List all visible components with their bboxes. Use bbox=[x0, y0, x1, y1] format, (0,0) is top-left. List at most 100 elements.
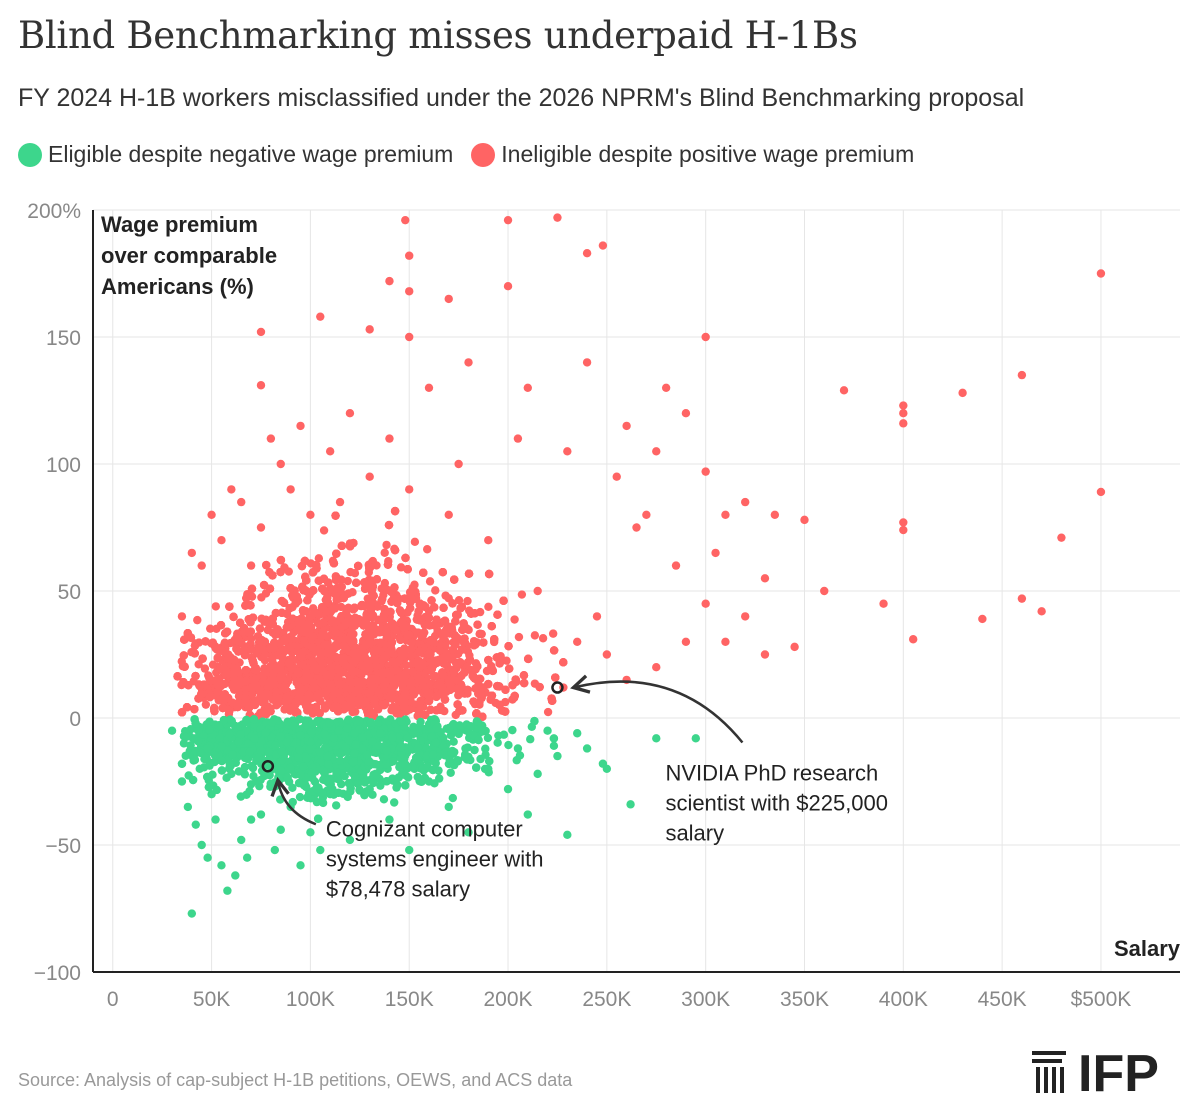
point-ineligible-cloud bbox=[179, 651, 189, 660]
point-ineligible-cloud bbox=[486, 695, 495, 704]
point-ineligible-cloud bbox=[190, 649, 199, 658]
point-ineligible-cloud bbox=[383, 560, 393, 569]
point-ineligible-cloud bbox=[454, 596, 464, 605]
point-ineligible-cloud bbox=[331, 511, 340, 520]
point-ineligible-cloud bbox=[191, 671, 200, 681]
point-ineligible-cloud bbox=[200, 664, 210, 673]
point-ineligible-cloud bbox=[257, 593, 266, 602]
point-ineligible-cloud bbox=[260, 656, 270, 665]
legend-swatch-ineligible bbox=[471, 142, 496, 167]
point-ineligible-cloud bbox=[488, 666, 498, 676]
point-ineligible-cloud bbox=[246, 627, 255, 636]
point-ineligible-cloud bbox=[319, 574, 329, 583]
point-ineligible-cloud bbox=[319, 526, 329, 535]
point-ineligible-cloud bbox=[424, 613, 434, 623]
point-ineligible-cloud bbox=[463, 596, 472, 606]
point-ineligible-cloud bbox=[190, 641, 200, 650]
point-ineligible-cloud bbox=[429, 638, 439, 647]
point-ineligible-cloud bbox=[519, 671, 529, 680]
point-ineligible-cloud bbox=[235, 618, 245, 628]
point-ineligible-cloud bbox=[548, 629, 558, 638]
point-ineligible-cloud bbox=[193, 615, 202, 625]
point-ineligible-cloud bbox=[530, 631, 540, 640]
point-ineligible-cloud bbox=[308, 568, 318, 577]
point-ineligible-cloud bbox=[212, 675, 221, 685]
point-ineligible-cloud bbox=[453, 700, 462, 709]
point-ineligible-cloud bbox=[337, 541, 347, 551]
point-ineligible-cloud bbox=[336, 575, 346, 585]
point-ineligible-cloud bbox=[213, 653, 222, 663]
point-ineligible-cloud bbox=[321, 595, 331, 605]
point-ineligible-cloud bbox=[479, 638, 488, 647]
point-ineligible-cloud bbox=[465, 655, 475, 664]
point-ineligible-cloud bbox=[510, 691, 519, 701]
point-ineligible-cloud bbox=[427, 596, 436, 605]
point-ineligible-cloud bbox=[401, 553, 410, 563]
point-ineligible-cloud bbox=[414, 657, 424, 666]
point-ineligible-cloud bbox=[365, 563, 374, 573]
point-ineligible-cloud bbox=[230, 635, 239, 645]
point-ineligible-cloud bbox=[381, 699, 390, 709]
point-ineligible-cloud bbox=[487, 621, 496, 631]
point-ineligible-cloud bbox=[484, 655, 493, 665]
point-ineligible-cloud bbox=[201, 700, 211, 709]
point-ineligible-cloud bbox=[311, 560, 321, 570]
point-ineligible-cloud bbox=[504, 664, 514, 673]
point-ineligible-cloud bbox=[284, 567, 293, 576]
point-ineligible-cloud bbox=[319, 618, 328, 627]
point-ineligible-cloud bbox=[514, 632, 524, 642]
point-ineligible-cloud bbox=[344, 589, 353, 598]
point-ineligible-cloud bbox=[303, 596, 312, 605]
point-ineligible-cloud bbox=[543, 707, 553, 717]
legend-label-ineligible: Ineligible despite positive wage premium bbox=[501, 141, 915, 167]
point-ineligible-cloud bbox=[216, 620, 226, 630]
point-ineligible-cloud bbox=[380, 548, 389, 557]
point-ineligible-cloud bbox=[403, 565, 412, 574]
point-ineligible-cloud bbox=[490, 635, 499, 644]
point-ineligible-cloud bbox=[272, 662, 281, 672]
point-ineligible-cloud bbox=[195, 681, 205, 691]
point-ineligible-cloud bbox=[551, 673, 560, 682]
point-ineligible-cloud bbox=[538, 634, 548, 643]
point-ineligible-cloud bbox=[286, 583, 295, 593]
point-ineligible-cloud bbox=[268, 619, 277, 629]
gridlines bbox=[93, 209, 1180, 973]
point-ineligible-cloud bbox=[341, 609, 351, 618]
point-ineligible-cloud bbox=[511, 675, 520, 684]
point-ineligible-cloud bbox=[412, 615, 422, 624]
point-ineligible-cloud bbox=[324, 631, 333, 641]
point-ineligible-cloud bbox=[422, 545, 432, 554]
point-ineligible-cloud bbox=[396, 608, 406, 617]
point-ineligible-cloud bbox=[343, 576, 352, 586]
point-ineligible-cloud bbox=[510, 615, 519, 624]
point-ineligible-cloud bbox=[255, 624, 265, 633]
point-ineligible-cloud bbox=[492, 653, 502, 662]
point-ineligible-cloud bbox=[390, 545, 400, 555]
point-ineligible-cloud bbox=[282, 692, 292, 702]
point-ineligible-cloud bbox=[286, 706, 295, 715]
point-ineligible-cloud bbox=[502, 656, 511, 665]
point-ineligible-cloud bbox=[225, 602, 234, 611]
point-ineligible-cloud bbox=[384, 520, 394, 530]
point-ineligible-cloud bbox=[305, 613, 314, 623]
point-ineligible-cloud bbox=[205, 673, 214, 683]
point-ineligible-cloud bbox=[390, 506, 400, 516]
point-ineligible-cloud bbox=[229, 612, 238, 622]
point-ineligible-cloud bbox=[549, 646, 559, 655]
point-ineligible-cloud bbox=[353, 561, 363, 571]
point-ineligible-cloud bbox=[332, 549, 341, 558]
point-ineligible-cloud bbox=[198, 654, 207, 663]
point-ineligible-cloud bbox=[314, 554, 324, 563]
legend: Eligible despite negative wage premium I… bbox=[18, 141, 932, 168]
point-ineligible-cloud bbox=[222, 627, 232, 636]
point-ineligible-cloud bbox=[211, 602, 221, 611]
point-ineligible-cloud bbox=[470, 609, 479, 618]
point-ineligible-cloud bbox=[439, 603, 448, 612]
point-ineligible-cloud bbox=[390, 583, 399, 592]
point-ineligible-cloud bbox=[452, 610, 461, 620]
point-ineligible-cloud bbox=[441, 591, 450, 600]
point-ineligible-cloud bbox=[438, 567, 448, 577]
point-ineligible-cloud bbox=[382, 585, 391, 594]
point-ineligible-cloud bbox=[282, 623, 292, 632]
point-ineligible-cloud bbox=[352, 578, 361, 588]
